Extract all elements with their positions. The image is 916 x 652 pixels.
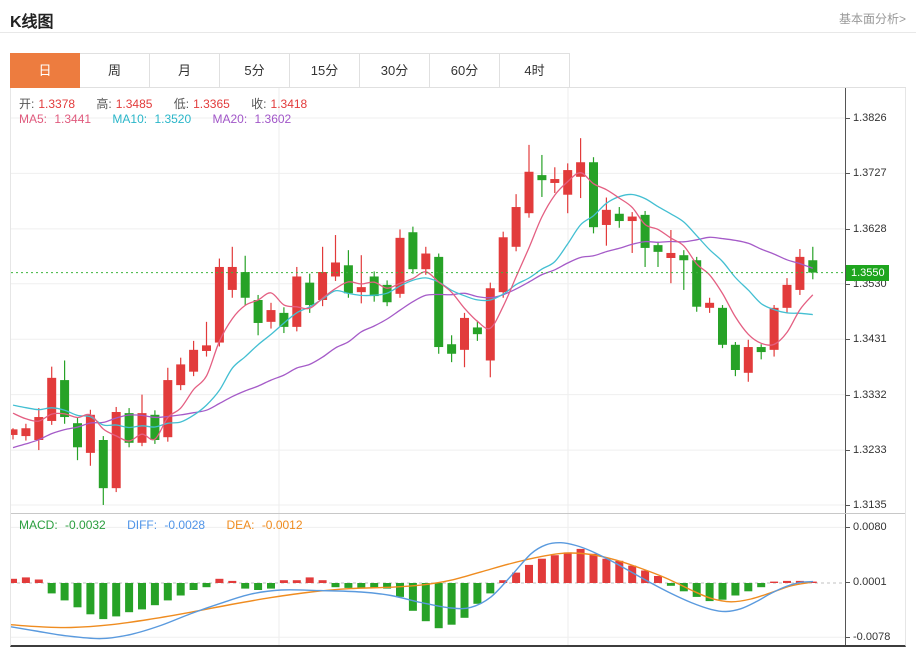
dea-label: DEA:: [226, 518, 255, 532]
price-tick-1.3826: 1.3826: [846, 111, 887, 125]
macd-value: -0.0032: [65, 518, 106, 532]
dea-value: -0.0012: [261, 518, 303, 532]
tab-bar-filler: [570, 53, 906, 88]
ma5-label: MA5:: [19, 112, 48, 126]
high-label: 高:: [96, 97, 112, 111]
macd-tick-0.0080: 0.0080: [846, 520, 887, 534]
main-plot[interactable]: 开: 1.3378 高: 1.3485 低: 1.3365 收: 1.3418 MA5:…: [11, 88, 845, 513]
price-tick-1.3233: 1.3233: [846, 443, 887, 457]
macd-label: MACD:: [19, 518, 58, 532]
open-value: 1.3378: [38, 97, 76, 111]
ohlc-readout: 开: 1.3378 高: 1.3485 低: 1.3365 收: 1.3418: [19, 95, 325, 112]
macd-axis: 0.0080 0.0001 -0.0078: [845, 514, 905, 645]
tab-bar: 日周月 5分 15分 30分 60分 4时: [10, 53, 906, 88]
low-label: 低:: [173, 97, 190, 111]
macd-tick--0.0078: -0.0078: [846, 630, 890, 644]
tab-30分[interactable]: 30分: [360, 53, 430, 88]
macd-plot[interactable]: MACD: -0.0032 DIFF: -0.0028 DEA: -0.0012: [11, 514, 845, 645]
diff-label: DIFF:: [127, 518, 158, 532]
tab-月[interactable]: 月: [150, 53, 220, 88]
tab-4时[interactable]: 4时: [500, 53, 570, 88]
high-value: 1.3485: [115, 97, 153, 111]
tab-5分[interactable]: 5分: [220, 53, 290, 88]
price-tick-1.3530: 1.3530: [846, 277, 887, 291]
macd-canvas[interactable]: [11, 514, 845, 645]
price-tick-1.3332: 1.3332: [846, 388, 887, 402]
ma10-value: 1.3520: [154, 112, 192, 126]
diff-value: -0.0028: [164, 518, 206, 532]
ma20-value: 1.3602: [254, 112, 292, 126]
fundamental-analysis-link[interactable]: 基本面分析>: [838, 12, 906, 26]
page-title: K线图: [10, 14, 54, 31]
price-tick-1.3431: 1.3431: [846, 332, 887, 346]
candlestick-canvas[interactable]: [11, 88, 845, 513]
close-value: 1.3418: [270, 97, 308, 111]
price-tick-1.3135: 1.3135: [846, 498, 887, 512]
macd-readout: MACD: -0.0032 DIFF: -0.0028 DEA: -0.0012: [19, 518, 321, 532]
price-axis: 1.3826 1.3727 1.3628 1.3530 1.3431 1.3332 1.32…: [845, 88, 905, 513]
tab-15分[interactable]: 15分: [290, 53, 360, 88]
ma-readout: MA5: 1.3441 MA10: 1.3520 MA20: 1.3602: [19, 112, 309, 126]
price-tick-1.3628: 1.3628: [846, 222, 887, 236]
page-header: K线图 基本面分析>: [0, 0, 916, 33]
open-label: 开:: [19, 97, 35, 111]
tab-日[interactable]: 日: [10, 53, 80, 88]
current-price-badge: 1.3550: [846, 264, 889, 281]
macd-tick-0.0001: 0.0001: [846, 575, 887, 589]
ma5-value: 1.3441: [54, 112, 92, 126]
price-tick-1.3727: 1.3727: [846, 166, 887, 180]
close-label: 收:: [251, 97, 267, 111]
tab-周[interactable]: 周: [80, 53, 150, 88]
ma10-label: MA10:: [112, 112, 148, 126]
ma20-label: MA20:: [212, 112, 248, 126]
kline-chart: 开: 1.3378 高: 1.3485 低: 1.3365 收: 1.3418 MA5:…: [10, 88, 906, 647]
tab-60分[interactable]: 60分: [430, 53, 500, 88]
low-value: 1.3365: [193, 97, 230, 111]
